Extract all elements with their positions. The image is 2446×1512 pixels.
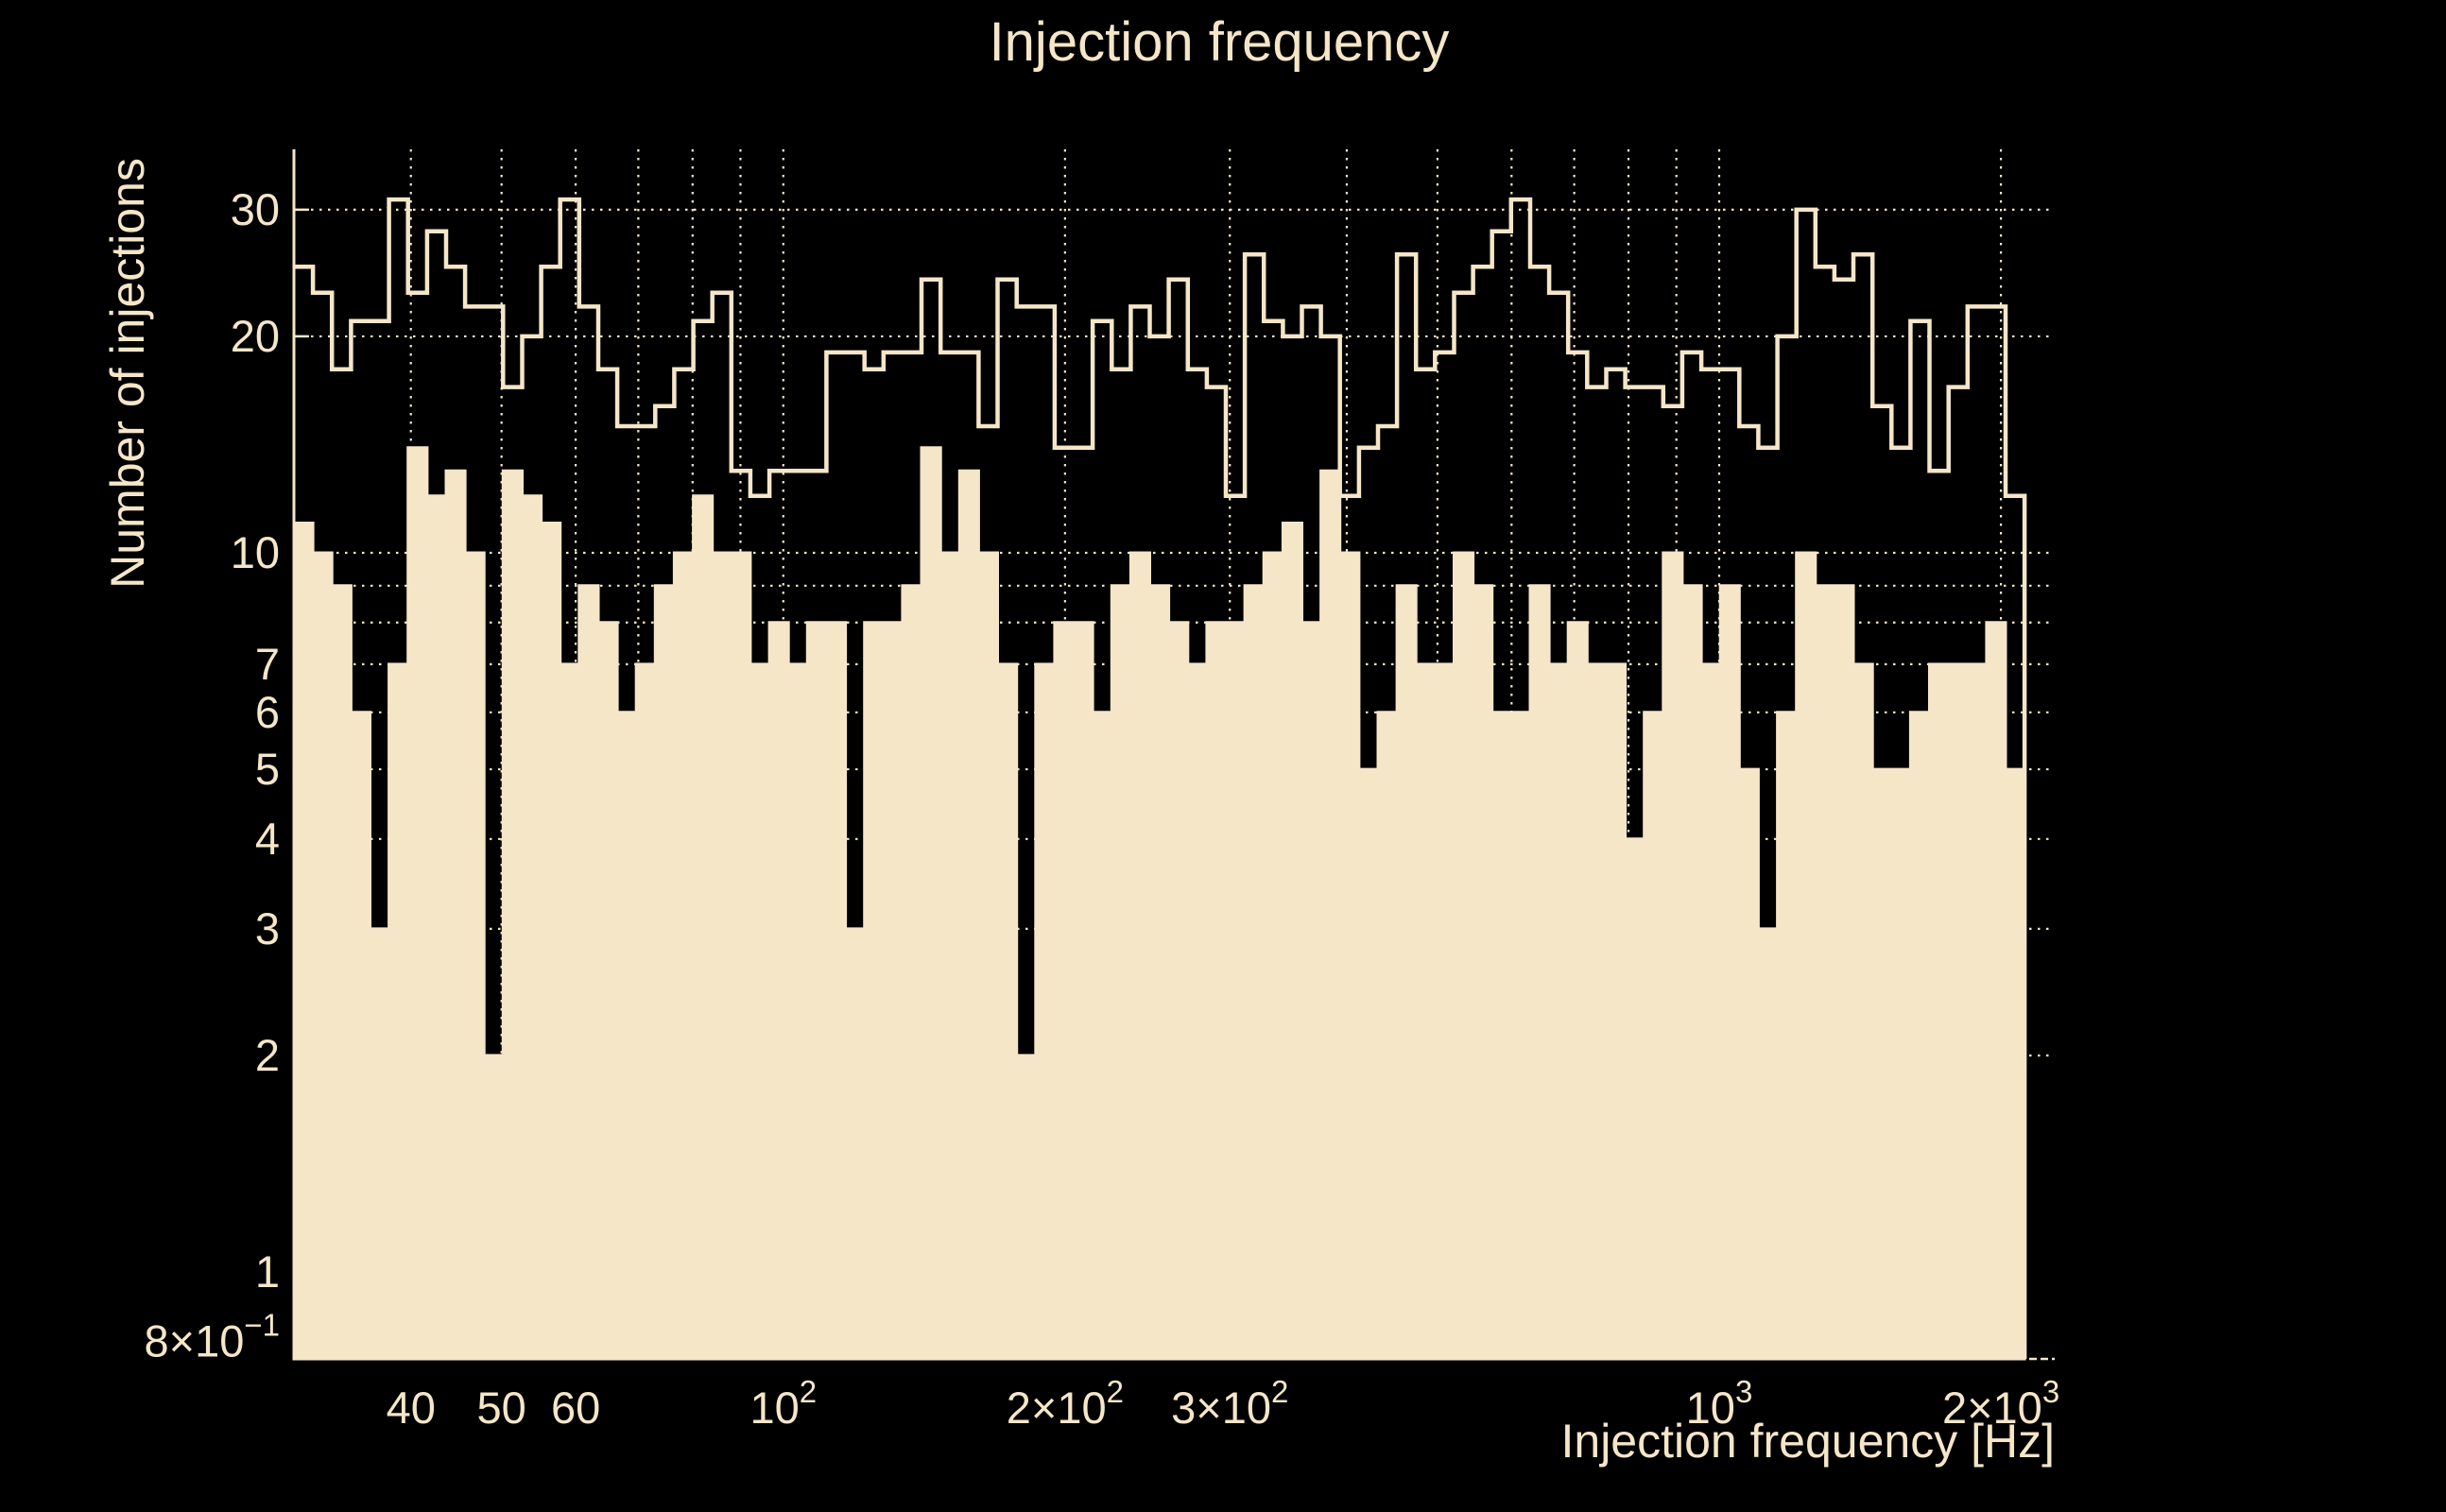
y-tick-label: 30 [231,184,280,234]
y-axis-title: Number of injections [101,158,154,589]
x-tick-label: 3×102 [1171,1374,1288,1433]
x-tick-label: 2×103 [1942,1374,2059,1433]
outline-histogram [294,197,2027,1359]
x-tick-label: 2×102 [1007,1374,1124,1433]
y-tick-label: 20 [231,311,280,361]
y-tick-label: 10 [231,527,280,577]
y-tick-label: 1 [255,1246,280,1297]
x-tick-label: 40 [387,1383,436,1433]
x-tick-label: 50 [477,1383,526,1433]
y-tick-label: 5 [255,744,280,794]
tick-labels-layer: 40 50 60 102 2×102 3×102 103 2×103 30 20 10 76 5 4 3 2 1… [145,184,2060,1433]
y-tick-label: 2 [255,1030,280,1080]
y-tick-label: 8×10−1 [145,1308,281,1366]
filled-histogram [292,446,2026,1361]
x-tick-label: 60 [551,1383,600,1433]
chart-title: Injection frequency [990,11,1450,73]
y-tick-label: 4 [255,814,280,864]
x-tick-label: 102 [749,1374,817,1433]
y-tick-label: 7 [255,639,280,689]
y-tick-label: 6 [255,687,280,737]
axes-layer [292,149,2055,1361]
y-tick-label: 3 [255,903,280,954]
x-axis-title: Injection frequency [Hz] [1561,1415,2056,1468]
histogram-layer [292,197,2027,1361]
x-tick-label: 103 [1686,1374,1753,1433]
